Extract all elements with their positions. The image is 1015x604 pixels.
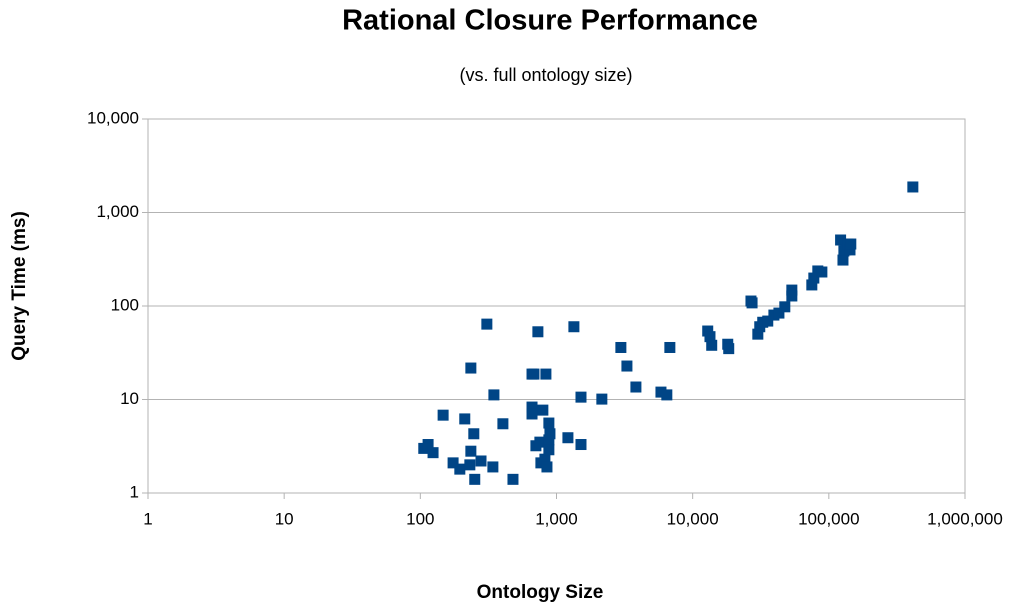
point bbox=[596, 393, 608, 405]
point bbox=[540, 368, 552, 380]
chart-subtitle: (vs. full ontology size) bbox=[459, 65, 632, 85]
point bbox=[786, 290, 798, 302]
y-tick-label: 100 bbox=[111, 295, 139, 314]
point bbox=[541, 461, 553, 473]
point bbox=[487, 461, 499, 473]
point bbox=[704, 331, 716, 343]
y-tick-label: 10 bbox=[120, 389, 139, 408]
point bbox=[497, 418, 509, 430]
point bbox=[835, 234, 847, 246]
point bbox=[459, 413, 471, 425]
point bbox=[468, 428, 480, 440]
point bbox=[806, 279, 818, 291]
point bbox=[762, 315, 774, 327]
point bbox=[575, 439, 587, 451]
point bbox=[537, 404, 549, 416]
x-tick-label: 10 bbox=[275, 509, 294, 528]
point bbox=[532, 326, 544, 338]
point bbox=[526, 401, 538, 413]
x-tick-label: 1 bbox=[143, 509, 152, 528]
point bbox=[844, 244, 856, 256]
point bbox=[575, 391, 587, 403]
point bbox=[464, 459, 476, 471]
point bbox=[539, 453, 551, 465]
point bbox=[786, 284, 798, 296]
point bbox=[465, 445, 477, 457]
point bbox=[562, 432, 574, 444]
point bbox=[702, 325, 714, 337]
point bbox=[475, 455, 487, 467]
point bbox=[907, 181, 919, 193]
point bbox=[664, 341, 676, 353]
point bbox=[816, 266, 828, 278]
chart-title: Rational Closure Performance bbox=[342, 5, 758, 37]
point bbox=[454, 463, 466, 475]
point bbox=[528, 368, 540, 380]
point bbox=[808, 272, 820, 284]
point bbox=[773, 307, 785, 319]
point bbox=[845, 238, 857, 250]
point bbox=[723, 343, 735, 355]
point bbox=[543, 444, 555, 456]
point bbox=[621, 360, 633, 372]
y-tick-label: 1 bbox=[130, 482, 139, 501]
point bbox=[746, 297, 758, 309]
point bbox=[422, 439, 434, 451]
point bbox=[568, 321, 580, 333]
y-tick-label: 10,000 bbox=[87, 108, 139, 127]
point bbox=[837, 254, 849, 266]
point bbox=[543, 434, 555, 446]
point bbox=[447, 457, 459, 469]
x-tick-label: 1,000 bbox=[535, 509, 578, 528]
point bbox=[655, 386, 667, 398]
point bbox=[481, 318, 493, 330]
point bbox=[427, 447, 439, 459]
x-axis-label: Ontology Size bbox=[477, 582, 604, 603]
y-tick-label: 1,000 bbox=[96, 202, 139, 221]
point bbox=[544, 428, 556, 440]
point bbox=[437, 409, 449, 421]
x-tick-label: 100 bbox=[406, 509, 434, 528]
point bbox=[507, 473, 519, 485]
point bbox=[543, 417, 555, 429]
x-tick-label: 10,000 bbox=[667, 509, 719, 528]
point bbox=[469, 473, 481, 485]
point bbox=[630, 381, 642, 393]
point bbox=[526, 408, 538, 420]
x-tick-label: 100,000 bbox=[798, 509, 859, 528]
point bbox=[465, 362, 477, 374]
point bbox=[752, 328, 764, 340]
point bbox=[615, 341, 627, 353]
point bbox=[488, 389, 500, 401]
point bbox=[534, 436, 546, 448]
plot-frame bbox=[147, 118, 966, 494]
y-axis-label: Query Time (ms) bbox=[9, 211, 30, 361]
x-tick-label: 1,000,000 bbox=[927, 509, 1003, 528]
point bbox=[661, 389, 673, 401]
point bbox=[779, 301, 791, 313]
point bbox=[706, 339, 718, 351]
